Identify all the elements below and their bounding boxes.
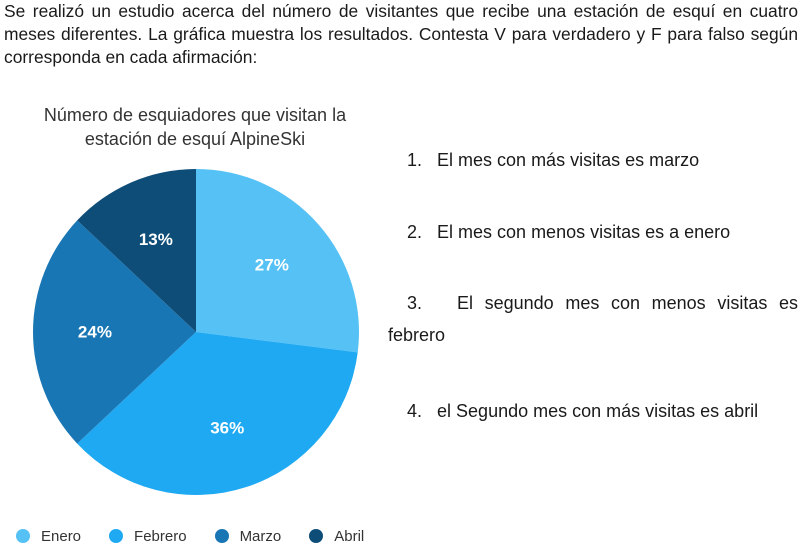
pie-label-febrero: 36%	[210, 419, 244, 438]
legend-item-abril: Abril	[309, 528, 364, 545]
legend-swatch	[109, 529, 124, 543]
pie-label-marzo: 24%	[78, 323, 112, 342]
legend-swatch	[16, 529, 30, 543]
pie-label-abril: 13%	[139, 230, 173, 249]
legend-label: Febrero	[134, 527, 187, 545]
statement-2-number: 2.	[407, 222, 423, 242]
statement-2-text: El mes con menos visitas es a enero	[437, 222, 731, 242]
legend-item-febrero: Febrero	[109, 528, 187, 545]
statement-3: 3. El segundo mes con menos visitas es f…	[388, 287, 798, 351]
pie-slice-abril	[77, 169, 196, 332]
pie-slice-enero	[196, 169, 359, 353]
legend-label: Marzo	[239, 527, 282, 545]
statement-3-text: El segundo mes con menos visitas es febr…	[388, 293, 798, 345]
statement-1-number: 1.	[407, 150, 423, 170]
chart-title: Número de esquiadores que visitan la est…	[43, 105, 347, 149]
pie-label-enero: 27%	[255, 256, 289, 275]
legend-label: Enero	[41, 527, 82, 545]
legend-item-enero: Enero	[16, 528, 81, 545]
legend-item-marzo: Marzo	[214, 527, 282, 545]
pie-slice-febrero	[77, 332, 358, 495]
statement-3-number: 3.	[407, 293, 423, 313]
statement-1-text: El mes con más visitas es marzo	[437, 150, 700, 170]
statement-1: 1. El mes con más visitas es marzo	[388, 144, 798, 176]
pie-slice-marzo	[32, 220, 196, 444]
legend-swatch	[214, 529, 229, 543]
chart-legend: Enero Febrero Marzo Abril	[16, 525, 392, 547]
intro-text: Se realizó un estudio acerca del número …	[4, 1, 798, 67]
statement-4-text: el Segundo mes con más visitas es abril	[437, 401, 759, 421]
statement-4-number: 4.	[407, 401, 423, 421]
legend-label: Abril	[334, 527, 365, 545]
legend-swatch	[309, 529, 324, 543]
statement-4: 4. el Segundo mes con más visitas es abr…	[388, 395, 798, 427]
pie-chart: 27% 36% 24% 13%	[32, 169, 359, 495]
statement-2: 2. El mes con menos visitas es a enero	[388, 216, 798, 248]
